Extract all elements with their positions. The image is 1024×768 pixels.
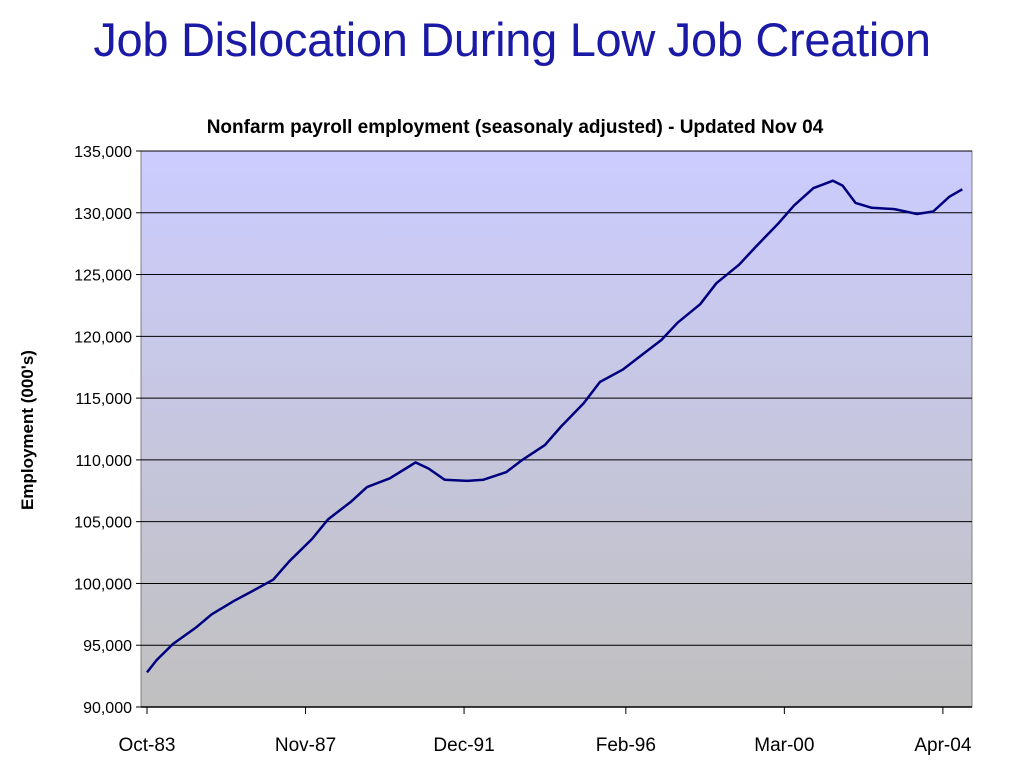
x-tick-label: Mar-00 [754, 735, 814, 756]
y-tick-label: 115,000 [75, 391, 132, 408]
chart-title: Nonfarm payroll employment (seasonaly ad… [207, 117, 824, 138]
x-axis: Oct-83 Nov-87 Dec-91 Feb-96 Mar-00 Apr-04 [118, 706, 972, 756]
x-tick-label: Nov-87 [275, 735, 336, 756]
y-tick-label: 125,000 [74, 268, 132, 285]
plot-area [140, 150, 973, 708]
y-tick-label: 135,000 [74, 144, 132, 161]
x-tick-label: Apr-04 [914, 735, 971, 756]
y-tick-label: 120,000 [74, 329, 132, 346]
gridlines [141, 150, 972, 646]
series-line [146, 179, 963, 674]
y-axis: 90,000 95,000 100,000 105,000 110,000 115,000… [74, 144, 141, 717]
x-tick-label: Feb-96 [596, 735, 656, 756]
x-tick-label: Dec-91 [433, 735, 494, 756]
y-tick-label: 110,000 [75, 453, 132, 470]
x-tick-label: Oct-83 [118, 735, 175, 756]
y-tick-label: 105,000 [74, 515, 132, 532]
y-tick-label: 100,000 [74, 576, 132, 593]
y-tick-label: 90,000 [83, 700, 132, 717]
slide-title: Job Dislocation During Low Job Creation [93, 13, 931, 66]
y-tick-label: 95,000 [83, 638, 132, 655]
y-axis-label: Employment (000's) [18, 350, 37, 510]
y-tick-label: 130,000 [74, 206, 132, 223]
